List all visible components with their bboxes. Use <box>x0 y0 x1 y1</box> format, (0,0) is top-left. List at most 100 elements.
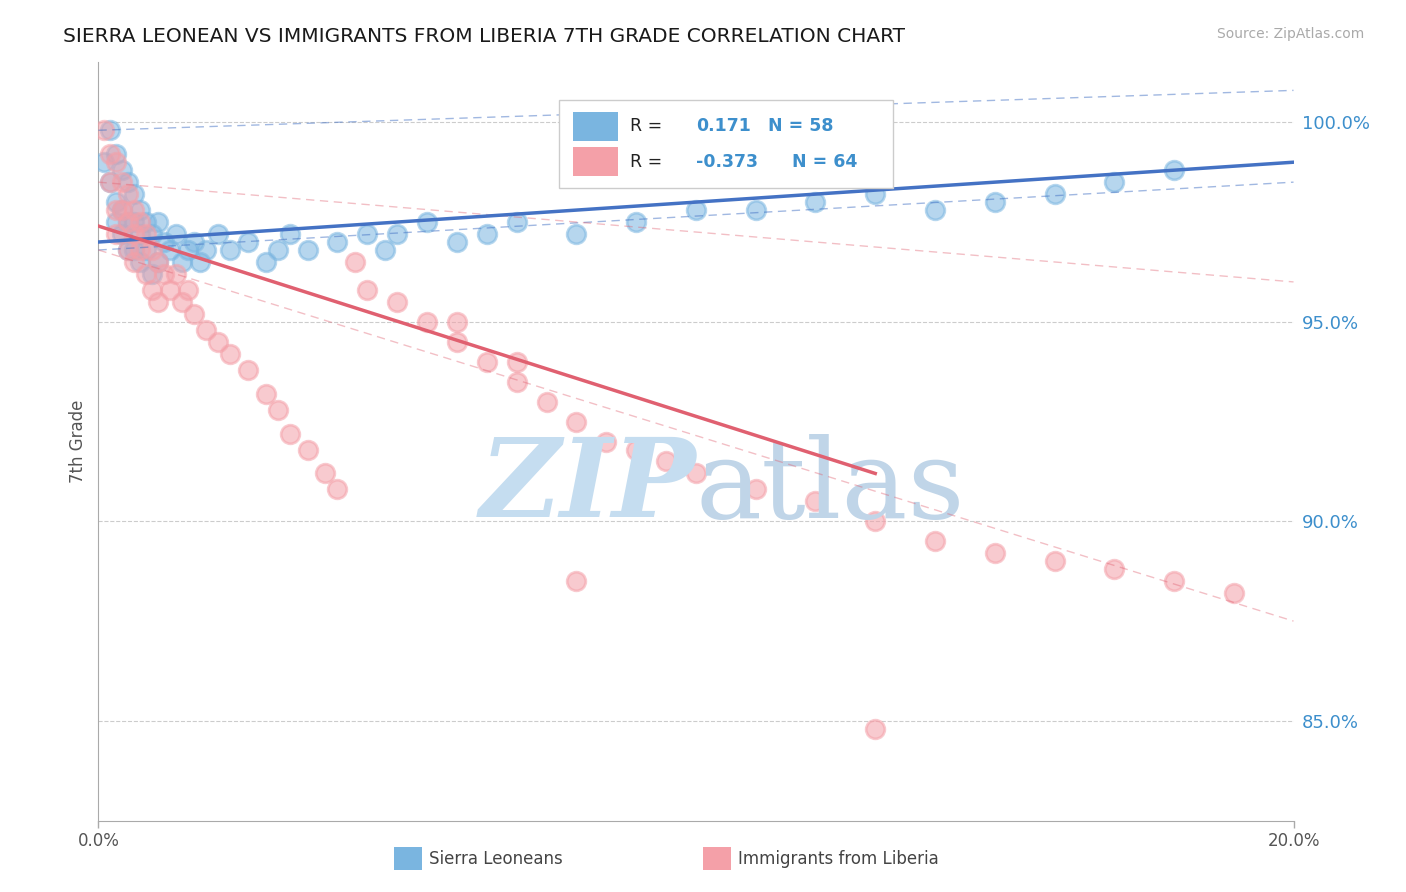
Point <box>1104 562 1126 576</box>
Point <box>148 255 170 269</box>
Point <box>135 227 157 241</box>
Point <box>344 255 367 269</box>
Point <box>236 235 259 249</box>
Point <box>267 243 290 257</box>
Point <box>124 255 146 269</box>
Point <box>183 307 205 321</box>
Point <box>326 483 349 497</box>
FancyBboxPatch shape <box>558 101 893 187</box>
Text: Immigrants from Liberia: Immigrants from Liberia <box>738 850 939 868</box>
Point <box>219 243 242 257</box>
Point <box>105 203 128 218</box>
Point <box>105 215 128 229</box>
Point <box>111 203 134 218</box>
Point <box>153 235 176 249</box>
Point <box>297 243 319 257</box>
Point <box>804 195 827 210</box>
Point <box>141 267 163 281</box>
Point <box>278 227 301 241</box>
Point <box>416 315 439 329</box>
Point <box>105 195 128 210</box>
Point <box>374 243 396 257</box>
Point <box>98 175 122 189</box>
Point <box>506 215 529 229</box>
Point <box>984 546 1007 560</box>
Point <box>183 235 205 249</box>
Point <box>124 187 146 202</box>
Point <box>475 227 498 241</box>
Point <box>804 494 827 508</box>
Point <box>356 227 378 241</box>
Point <box>129 215 152 229</box>
Point <box>177 243 200 257</box>
Point <box>416 215 439 229</box>
Point <box>141 243 163 257</box>
Point <box>326 235 349 249</box>
Point <box>745 483 768 497</box>
Point <box>924 203 946 218</box>
Point <box>356 283 378 297</box>
Point <box>984 195 1007 210</box>
Text: atlas: atlas <box>696 434 966 541</box>
FancyBboxPatch shape <box>572 147 619 177</box>
Point <box>141 283 163 297</box>
Point <box>297 442 319 457</box>
Point <box>1163 163 1185 178</box>
Point <box>195 323 218 337</box>
Point <box>172 255 194 269</box>
Point <box>254 386 277 401</box>
Point <box>129 227 152 241</box>
Point <box>565 415 588 429</box>
Point <box>506 375 529 389</box>
Point <box>124 203 146 218</box>
Text: N = 64: N = 64 <box>792 153 856 170</box>
Point <box>236 362 259 376</box>
Text: Sierra Leoneans: Sierra Leoneans <box>429 850 562 868</box>
Point <box>159 283 181 297</box>
Point <box>177 283 200 297</box>
Point <box>117 175 139 189</box>
Point <box>111 175 134 189</box>
Point <box>267 402 290 417</box>
Point <box>195 243 218 257</box>
Point <box>141 227 163 241</box>
Text: SIERRA LEONEAN VS IMMIGRANTS FROM LIBERIA 7TH GRADE CORRELATION CHART: SIERRA LEONEAN VS IMMIGRANTS FROM LIBERI… <box>63 27 905 45</box>
Text: N = 58: N = 58 <box>768 117 834 135</box>
Point <box>475 355 498 369</box>
Point <box>565 574 588 589</box>
Text: Source: ZipAtlas.com: Source: ZipAtlas.com <box>1216 27 1364 41</box>
Point <box>446 315 468 329</box>
Point <box>124 215 146 229</box>
Point <box>129 243 152 257</box>
Point <box>98 147 122 161</box>
Point <box>685 203 707 218</box>
Point <box>117 243 139 257</box>
Point <box>745 203 768 218</box>
Point <box>117 243 139 257</box>
Point <box>188 255 211 269</box>
Point <box>207 227 229 241</box>
Point <box>626 215 648 229</box>
Point <box>93 123 115 137</box>
Point <box>446 235 468 249</box>
Point <box>924 534 946 549</box>
Point <box>865 187 887 202</box>
Point <box>129 255 152 269</box>
Point <box>385 294 409 309</box>
Point <box>315 467 337 481</box>
Point <box>865 514 887 528</box>
Point <box>148 215 170 229</box>
Point <box>207 334 229 349</box>
Point <box>93 155 115 169</box>
Point <box>385 227 409 241</box>
Text: ZIP: ZIP <box>479 434 696 541</box>
Point <box>105 147 128 161</box>
Point <box>117 215 139 229</box>
Text: R =: R = <box>630 153 668 170</box>
Point <box>153 267 176 281</box>
Point <box>135 215 157 229</box>
Point <box>446 334 468 349</box>
Point <box>278 426 301 441</box>
Point <box>655 454 678 468</box>
Point <box>98 123 122 137</box>
